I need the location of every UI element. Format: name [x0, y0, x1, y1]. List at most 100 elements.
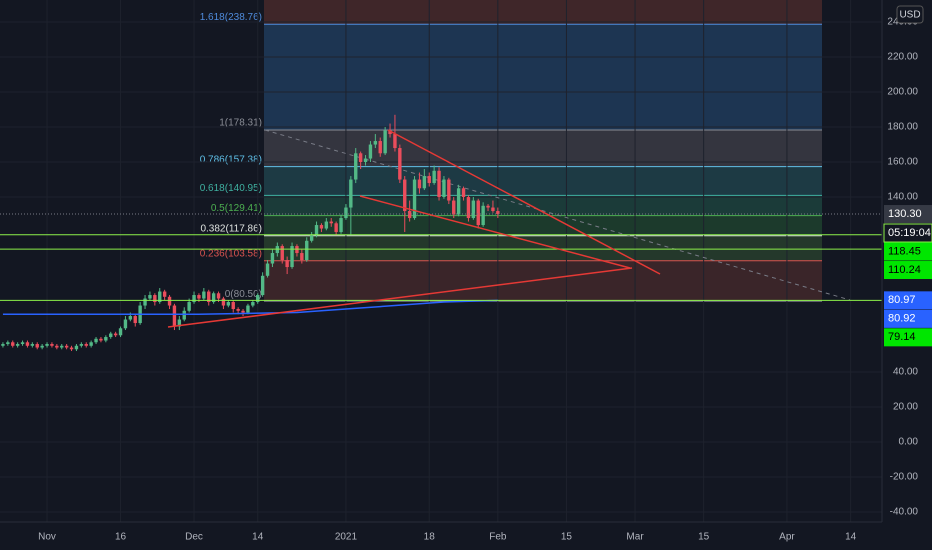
candle-body — [270, 253, 275, 264]
candle-body — [432, 170, 436, 184]
fib-label: 1.618(238.76) — [200, 12, 262, 23]
candle-body — [452, 200, 456, 215]
candle-body — [15, 344, 20, 346]
candle-body — [290, 246, 294, 268]
candle-body — [344, 207, 348, 219]
candle-body — [109, 333, 113, 338]
drawings — [264, 129, 851, 301]
price-badge-label: 80.92 — [888, 313, 916, 325]
candle-body — [398, 148, 402, 180]
candle-body — [64, 345, 69, 348]
y-tick-label: -40.00 — [890, 507, 919, 518]
candle-body — [143, 298, 147, 306]
price-badge — [884, 261, 932, 280]
x-tick-label: 15 — [698, 532, 710, 543]
price-badge — [884, 205, 932, 224]
candle-body — [6, 342, 10, 345]
trend-line — [387, 129, 661, 275]
candle-body — [466, 197, 471, 219]
dashed-trend — [264, 129, 851, 301]
candle-body — [11, 342, 15, 346]
candle-body — [153, 295, 157, 303]
candle-body — [251, 302, 255, 306]
candle-body — [182, 310, 186, 320]
candle-body — [280, 246, 284, 261]
fib-zone — [264, 24, 822, 131]
candle-body — [412, 179, 417, 219]
candle-body — [437, 170, 441, 198]
x-tick-label: Mar — [626, 532, 644, 543]
candle-body — [99, 338, 103, 341]
y-tick-label: 40.00 — [893, 367, 918, 378]
y-tick-label: 140.00 — [887, 192, 918, 203]
grid — [0, 0, 882, 522]
candle-body — [25, 342, 30, 346]
y-tick-label: 220.00 — [887, 52, 918, 63]
candle-body — [246, 305, 250, 313]
price-badge — [884, 309, 932, 328]
candle-body — [177, 319, 182, 327]
candle-body — [456, 188, 461, 215]
candle-body — [241, 310, 245, 313]
fib-zone — [264, 166, 822, 196]
fib-zone — [264, 235, 822, 261]
candle-body — [40, 345, 44, 348]
x-tick-label: Nov — [38, 532, 56, 543]
x-tick-label: 16 — [115, 532, 127, 543]
fib-label: 1(178.31) — [219, 118, 262, 129]
candle-body — [314, 225, 319, 236]
y-tick-label: 180.00 — [887, 122, 918, 133]
x-tick-label: 15 — [561, 532, 573, 543]
candle-body — [329, 221, 333, 224]
fib-zone — [264, 215, 822, 236]
fib-label: 0.786(157.38) — [200, 154, 262, 165]
candle-body — [476, 200, 480, 226]
price-badge-label: 80.97 — [888, 294, 916, 306]
price-badge-label: 118.45 — [888, 245, 921, 257]
candle-body — [187, 302, 191, 311]
candle-body — [236, 309, 240, 311]
fib-label: 0.236(103.58) — [200, 248, 262, 259]
candle-body — [256, 295, 260, 303]
candle-body — [84, 344, 88, 346]
candle-body — [69, 347, 74, 350]
candle-body — [260, 275, 265, 296]
x-tick-label: Dec — [185, 532, 203, 543]
x-tick-label: 18 — [424, 532, 436, 543]
x-tick-label: Feb — [489, 532, 507, 543]
x-tick-label: 14 — [252, 532, 264, 543]
fib-label: 0.5(129.41) — [211, 203, 262, 214]
fib-zone — [264, 0, 822, 25]
candle-body — [74, 345, 79, 350]
x-tick-label: 14 — [845, 532, 857, 543]
candle-body — [496, 211, 500, 215]
candle-body — [94, 338, 98, 343]
candle-body — [172, 305, 177, 327]
candle-body — [20, 342, 25, 345]
candle-body — [79, 344, 84, 346]
candle-body — [309, 235, 314, 241]
currency[interactable]: USD — [899, 10, 920, 21]
price-badge — [884, 242, 932, 261]
price-badge — [884, 291, 932, 310]
candle-body — [192, 295, 196, 303]
candle-body — [388, 130, 392, 135]
candle-body — [123, 319, 128, 329]
candle-body — [60, 345, 64, 348]
candle-body — [442, 179, 446, 198]
moving-average — [2, 299, 498, 316]
candle-body — [447, 179, 451, 201]
fib-label: 0.382(117.86) — [200, 223, 262, 234]
candle-body — [300, 253, 304, 261]
candle-body — [358, 153, 363, 163]
candle-body — [211, 293, 216, 303]
price-badge-label: 79.14 — [888, 331, 916, 343]
candle-body — [167, 296, 172, 306]
candle-body — [45, 344, 49, 346]
fib-label: 0.618(140.95) — [200, 183, 262, 194]
candle-body — [30, 344, 35, 346]
candle-body — [491, 207, 495, 212]
currency-box[interactable] — [896, 5, 924, 24]
trend-line — [359, 195, 631, 269]
